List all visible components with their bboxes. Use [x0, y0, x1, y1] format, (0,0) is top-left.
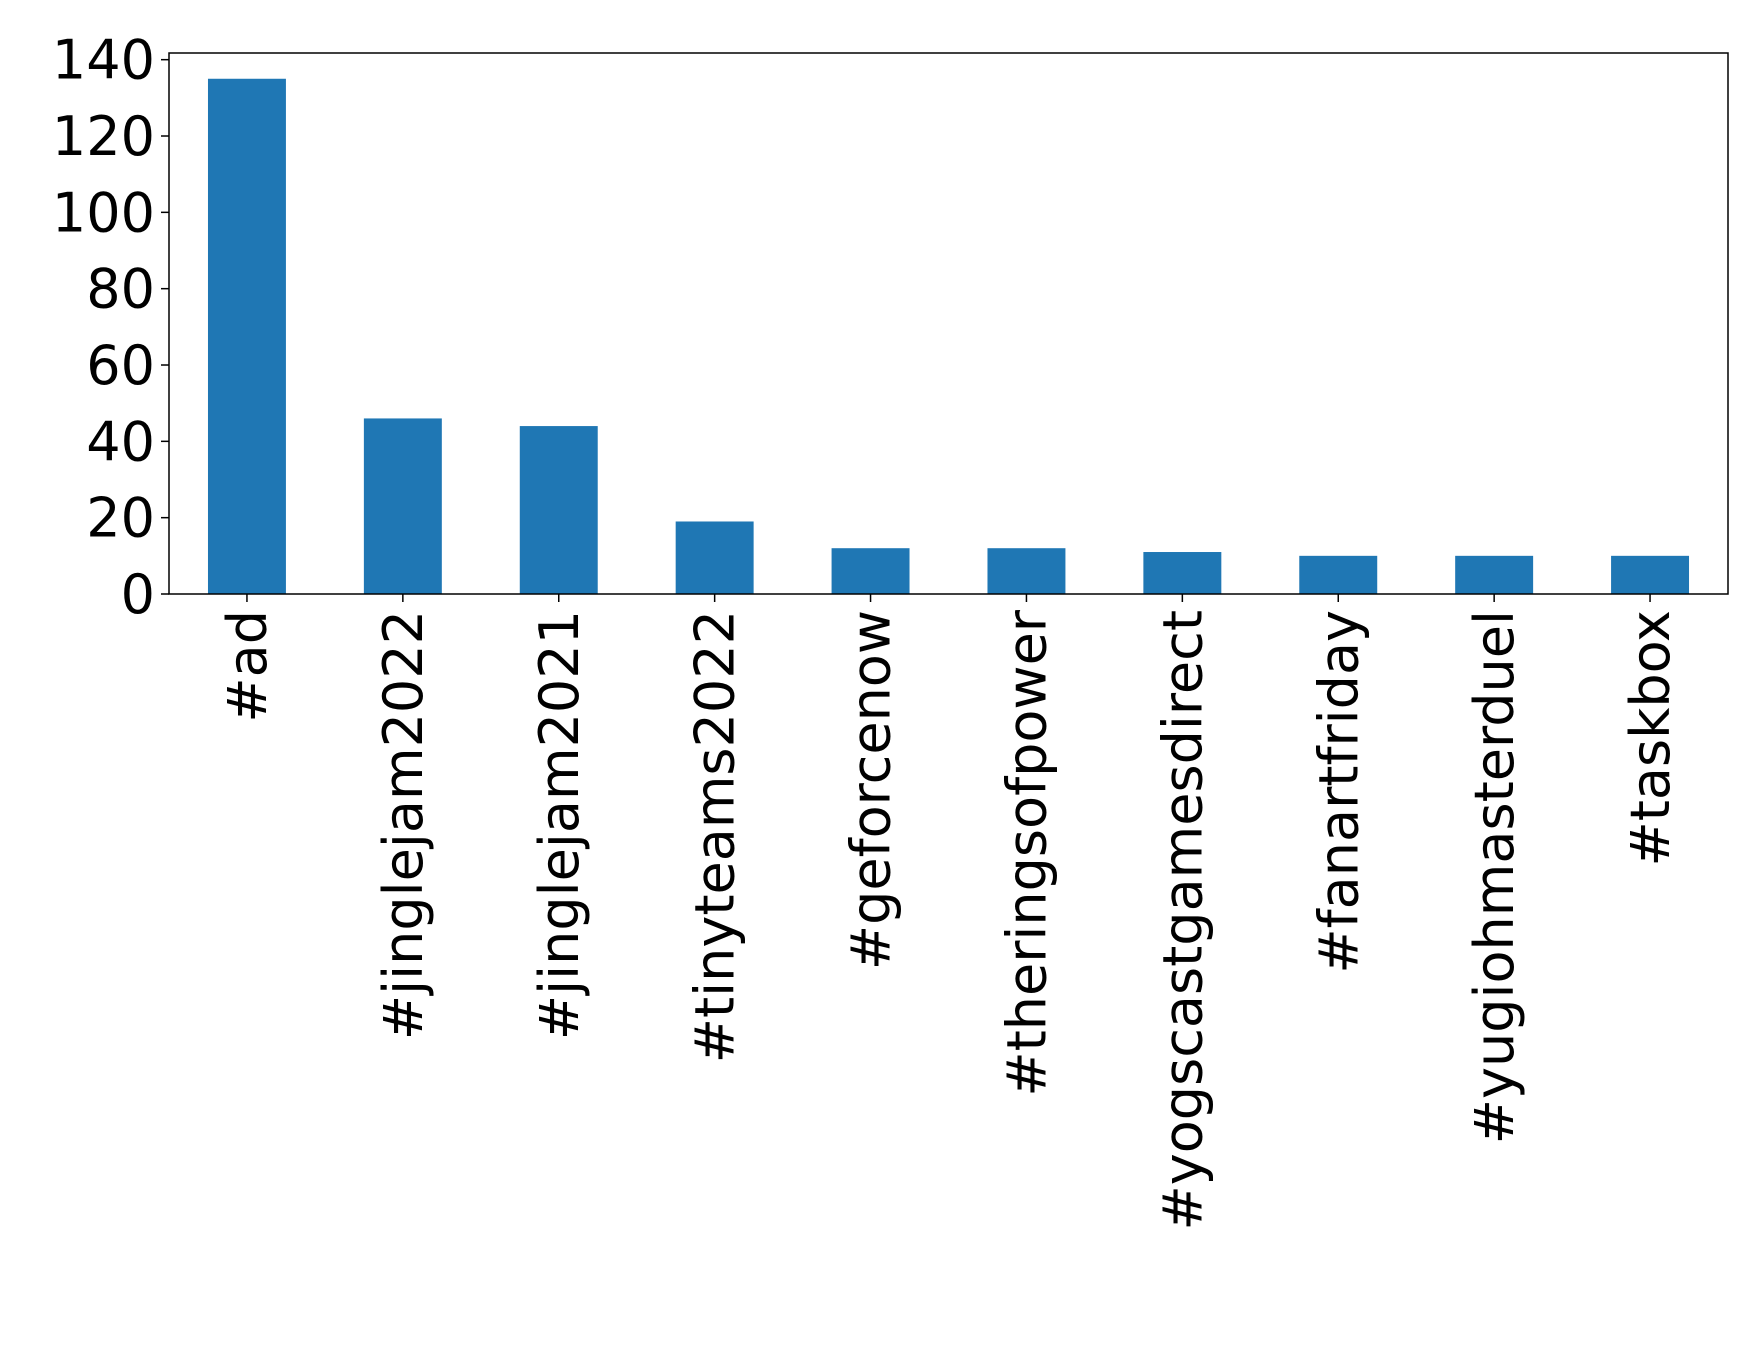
bar	[1455, 555, 1534, 594]
bar	[987, 548, 1066, 594]
x-tick-label: #jinglejam2021	[528, 610, 591, 1040]
bar	[519, 426, 598, 594]
bar	[363, 418, 442, 594]
y-tick-label: 80	[86, 258, 155, 321]
x-tick-label: #ad	[216, 610, 279, 723]
plot-frame	[168, 52, 1729, 595]
x-tick-label: #taskbox	[1619, 610, 1682, 867]
x-tick-label: #tinyteams2022	[684, 610, 747, 1063]
y-tick-label: 120	[52, 105, 155, 168]
x-tick-label: #yugiohmasterduel	[1463, 610, 1526, 1144]
x-tick-label: #geforcenow	[840, 610, 903, 970]
bar	[1299, 555, 1378, 594]
x-tick-label: #theringsofpower	[995, 609, 1058, 1096]
x-tick-label: #jinglejam2022	[372, 610, 435, 1040]
bar	[831, 548, 910, 594]
x-tick-label: #yogscastgamesdirect	[1151, 610, 1214, 1230]
bar	[1611, 555, 1690, 594]
y-tick-label: 20	[86, 487, 155, 550]
y-tick-label: 60	[86, 334, 155, 397]
bar	[1143, 552, 1222, 594]
y-tick-label: 40	[86, 410, 155, 473]
y-tick-label: 0	[121, 563, 155, 626]
y-tick-label: 140	[52, 29, 155, 92]
x-tick-label: #fanartfriday	[1307, 610, 1370, 974]
bar	[207, 78, 286, 594]
bar	[675, 521, 754, 594]
y-tick-label: 100	[52, 181, 155, 244]
